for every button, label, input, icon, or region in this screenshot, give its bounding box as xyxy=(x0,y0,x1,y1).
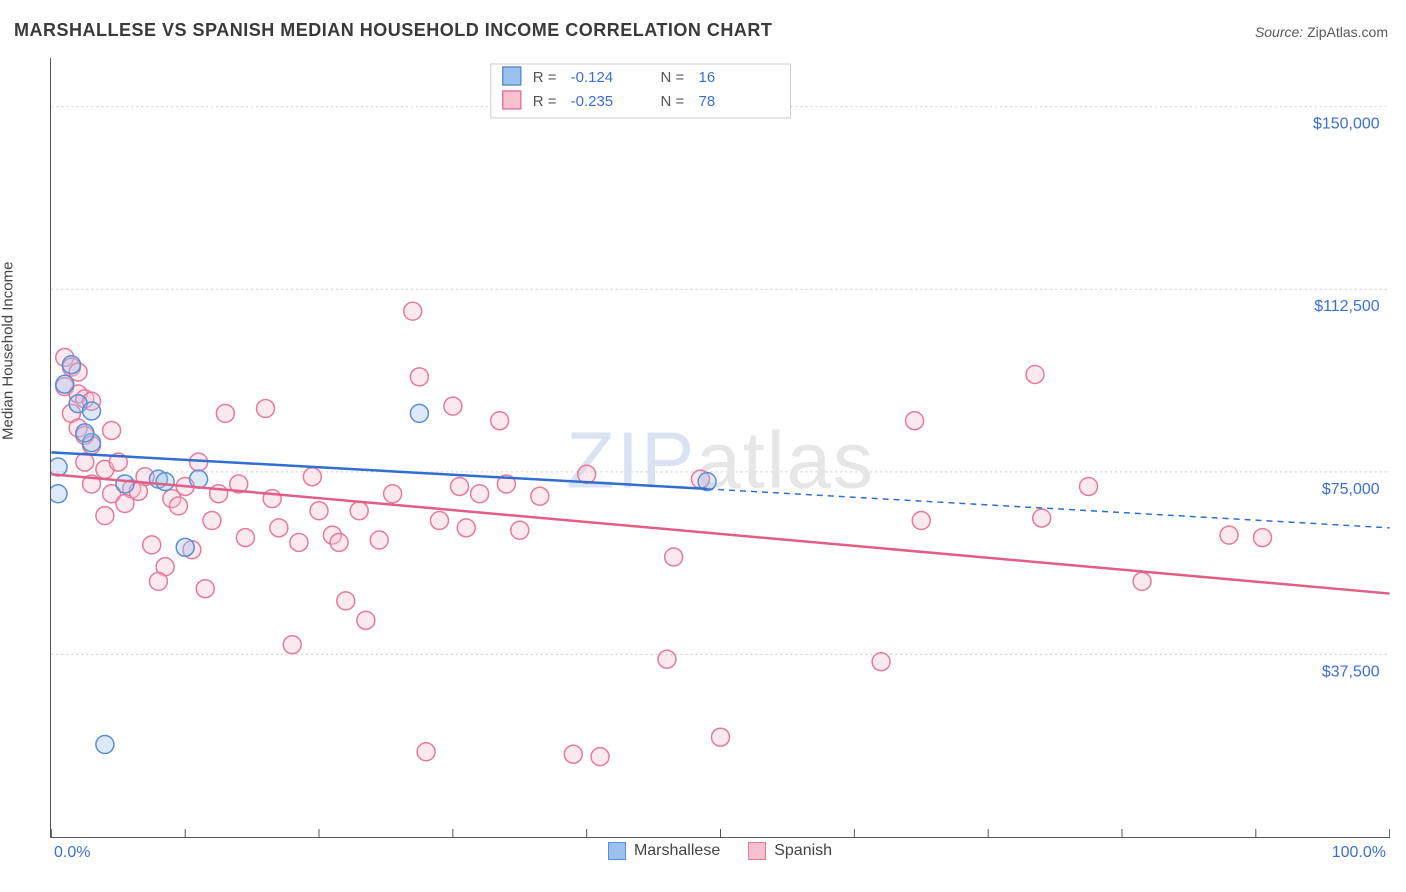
svg-text:78: 78 xyxy=(699,93,716,110)
svg-text:-0.235: -0.235 xyxy=(571,93,613,110)
x-axis-ticks xyxy=(51,829,1389,837)
svg-text:$75,000: $75,000 xyxy=(1322,481,1380,498)
svg-text:$112,500: $112,500 xyxy=(1314,298,1380,315)
svg-text:16: 16 xyxy=(699,69,716,86)
svg-text:$37,500: $37,500 xyxy=(1322,663,1380,680)
legend-swatch xyxy=(748,842,766,860)
source-label: Source: xyxy=(1255,24,1303,40)
y-axis-label: Median Household Income xyxy=(0,262,17,440)
legend-label: Spanish xyxy=(774,842,832,860)
svg-text:N =: N = xyxy=(661,69,685,86)
correlation-legend: R = -0.124 N = 16 R = -0.235 N = 78 xyxy=(491,64,791,118)
watermark-text: ZIPatlas xyxy=(566,415,875,504)
source-value: ZipAtlas.com xyxy=(1307,24,1388,40)
scatter-chart-svg: ZIPatlas $37,500$75,000$112,500$150,000 … xyxy=(51,58,1390,837)
svg-text:-0.124: -0.124 xyxy=(571,69,613,86)
scatter-points-spanish xyxy=(56,302,1272,765)
y-axis-tick-labels: $37,500 $75,000 $112,500 $150,000 xyxy=(1313,116,1380,681)
source-attribution: Source: ZipAtlas.com xyxy=(1255,24,1388,40)
gridlines xyxy=(51,107,1389,655)
legend-item: Marshallese xyxy=(608,842,720,860)
svg-text:R =: R = xyxy=(533,93,557,110)
axis-overlay: 0.0%100.0%MarshalleseSpanish xyxy=(50,838,1390,872)
chart-title: MARSHALLESE VS SPANISH MEDIAN HOUSEHOLD … xyxy=(14,20,772,41)
legend-swatch xyxy=(608,842,626,860)
legend-label: Marshallese xyxy=(634,842,720,860)
svg-text:$150,000: $150,000 xyxy=(1313,116,1380,133)
chart-container: MARSHALLESE VS SPANISH MEDIAN HOUSEHOLD … xyxy=(0,0,1406,892)
svg-text:R =: R = xyxy=(533,69,557,86)
plot-area: ZIPatlas $37,500$75,000$112,500$150,000 … xyxy=(50,58,1390,838)
series-legend-row: Marshallese Spanish xyxy=(50,842,1390,860)
legend-item: Spanish xyxy=(748,842,832,860)
svg-text:N =: N = xyxy=(661,93,685,110)
